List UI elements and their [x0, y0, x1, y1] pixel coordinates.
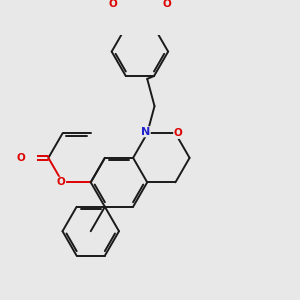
Text: O: O [163, 0, 172, 9]
Text: O: O [174, 128, 182, 138]
Text: N: N [141, 127, 150, 137]
Text: O: O [108, 0, 117, 9]
Text: O: O [16, 153, 25, 163]
Text: O: O [57, 177, 66, 187]
